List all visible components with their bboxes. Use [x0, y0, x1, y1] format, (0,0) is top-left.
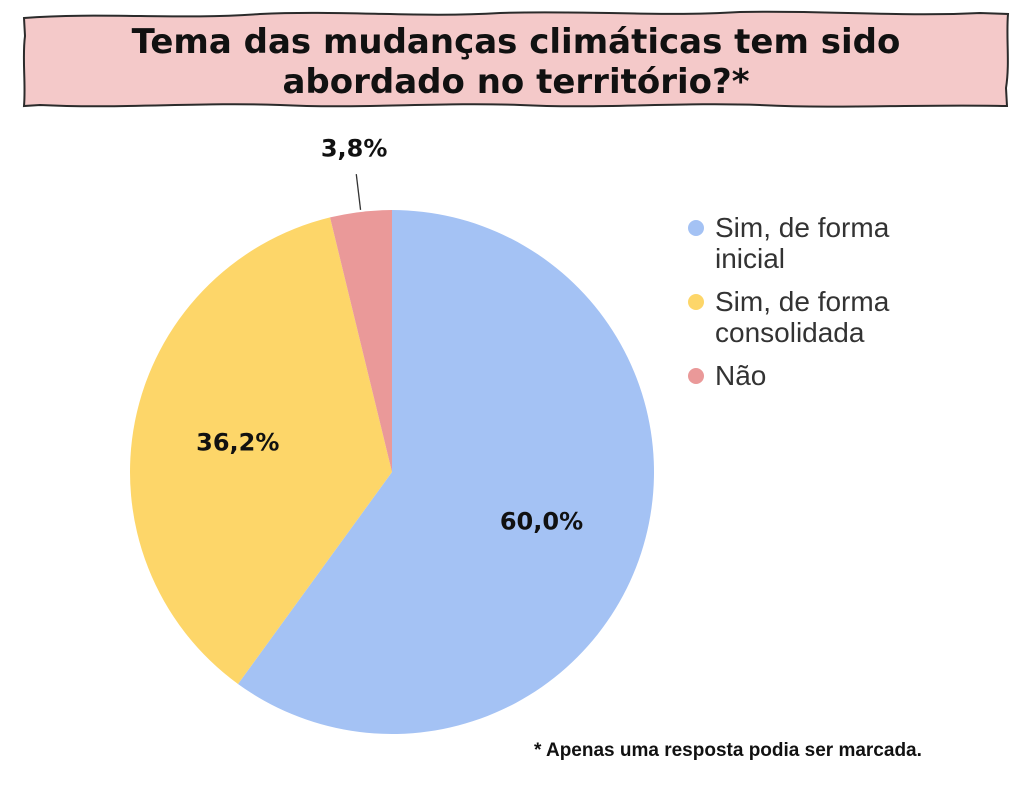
pie-slice-label-2: 36,2% — [196, 429, 279, 457]
chart-legend: Sim, de forma inicial Sim, de forma conso… — [688, 212, 988, 403]
chart-title-line-1: Tema das mudanças climáticas tem sido — [131, 22, 901, 62]
pie-slice-2 — [129, 217, 392, 684]
pie-chart: 60,0% 36,2% 3,8% — [129, 134, 654, 734]
pie-slice-1 — [238, 210, 654, 734]
legend-item-3: Não — [688, 360, 988, 391]
legend-label-1: Sim, de forma inicial — [715, 212, 890, 274]
chart-area: 60,0% 36,2% 3,8% Sim, de forma inicial Sim,… — [0, 120, 1024, 750]
legend-label-2: Sim, de forma consolidada — [715, 286, 890, 348]
pie-slice-label-1: 60,0% — [500, 508, 583, 536]
title-banner-shape — [22, 10, 1010, 108]
legend-label-3: Não — [715, 360, 767, 391]
legend-item-2: Sim, de forma consolidada — [688, 286, 988, 348]
pie-slice-3 — [330, 210, 392, 472]
pie-slice-leader-3 — [355, 174, 362, 210]
legend-item-1: Sim, de forma inicial — [688, 212, 988, 274]
chart-title-line-2: abordado no território?* — [282, 62, 750, 102]
title-banner: Tema das mudanças climáticas tem sido ab… — [20, 8, 1012, 112]
legend-marker-2 — [688, 294, 704, 310]
pie-slice-label-3: 3,8% — [321, 134, 388, 162]
legend-marker-3 — [688, 368, 704, 384]
footnote: * Apenas uma resposta podia ser marcada. — [534, 740, 922, 761]
legend-marker-1 — [688, 220, 704, 236]
chart-title: Tema das mudanças climáticas tem sido ab… — [20, 22, 1012, 102]
